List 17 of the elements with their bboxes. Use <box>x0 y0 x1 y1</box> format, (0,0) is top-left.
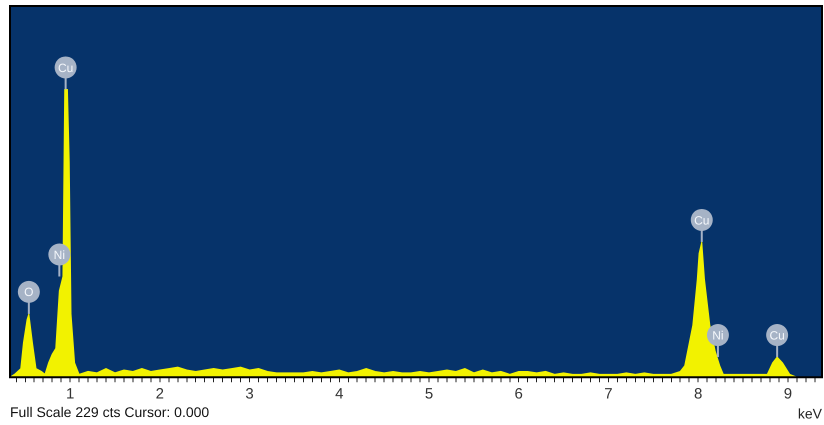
x-tick-label: 7 <box>604 385 613 402</box>
x-tick-label: 9 <box>784 385 792 402</box>
x-tick-label: 3 <box>245 385 254 402</box>
x-tick-label: 2 <box>156 385 164 402</box>
x-tick-label: 4 <box>335 385 344 402</box>
annotation: Ni <box>54 248 66 262</box>
text: Full Scale 229 cts Cursor: 0.000 <box>10 404 210 420</box>
annotation: Cu <box>58 60 74 75</box>
x-axis-title: keV <box>798 405 823 422</box>
x-tick-label: 6 <box>514 385 523 402</box>
annotation: Cu <box>694 213 710 228</box>
x-tick-label: 5 <box>424 385 434 402</box>
annotation: Cu <box>769 328 785 342</box>
annotation: O <box>24 285 34 300</box>
x-tick-label: 8 <box>694 385 702 402</box>
annotation: Ni <box>712 328 724 342</box>
x-tick-label: 1 <box>66 385 74 402</box>
